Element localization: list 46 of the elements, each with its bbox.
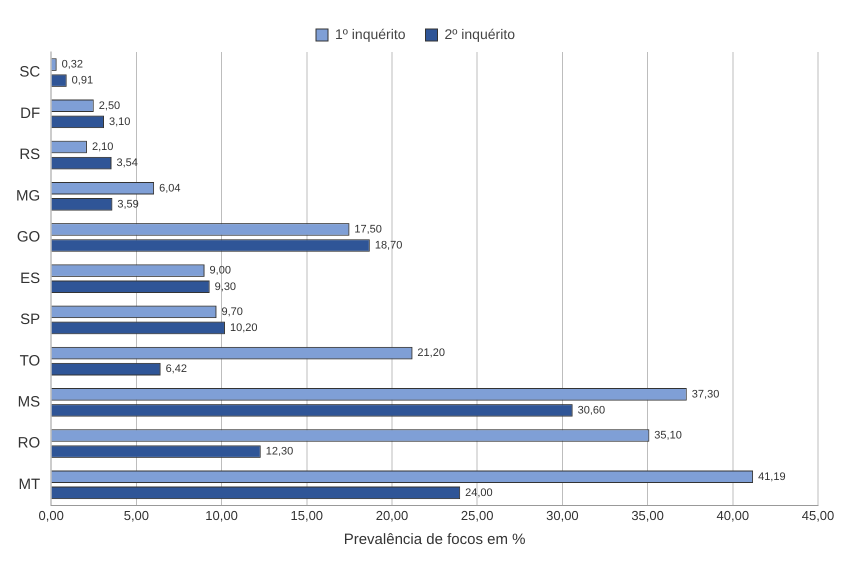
data-label: 0,32 <box>62 58 84 71</box>
data-label: 9,00 <box>210 264 231 277</box>
x-tick-label: 40,00 <box>716 508 750 523</box>
legend-label: 1º inquérito <box>335 26 406 42</box>
data-label: 9,30 <box>214 280 236 293</box>
y-tick-label: SC <box>19 64 40 81</box>
x-axis-title: Prevalência de focos em % <box>344 531 526 548</box>
y-tick-label: RO <box>18 434 40 452</box>
x-tick-label: 20,00 <box>376 508 408 523</box>
data-label: 37,30 <box>692 388 720 400</box>
data-label: 3,59 <box>117 198 139 210</box>
y-tick-label: SP <box>20 311 40 328</box>
data-label: 24,00 <box>465 486 493 499</box>
x-tick-label: 25,00 <box>460 508 494 523</box>
x-tick-label: 0,00 <box>38 508 64 523</box>
x-tick-label: 30,00 <box>546 508 579 523</box>
data-label: 12,30 <box>266 446 294 458</box>
y-tick-label: MG <box>16 187 40 204</box>
data-label: 21,20 <box>417 347 445 360</box>
data-label: 35,10 <box>654 430 682 442</box>
y-tick-label: GO <box>16 228 40 246</box>
data-label: 18,70 <box>374 240 402 252</box>
data-label: 3,54 <box>116 157 138 170</box>
y-tick-label: TO <box>20 352 40 370</box>
y-tick-label: RS <box>19 146 40 164</box>
data-label: 30,60 <box>578 404 606 416</box>
x-tick-label: 10,00 <box>205 508 238 523</box>
y-tick-label: ES <box>20 270 40 287</box>
legend-label: 2º inquérito <box>444 26 516 42</box>
x-tick-label: 35,00 <box>631 508 664 523</box>
data-label: 17,50 <box>354 223 382 236</box>
data-label: 9,70 <box>221 306 243 318</box>
data-label: 6,42 <box>166 363 187 376</box>
y-tick-label: MS <box>18 393 40 410</box>
data-label: 10,20 <box>230 322 258 334</box>
y-tick-label: DF <box>20 104 40 122</box>
data-label: 3,10 <box>108 116 130 128</box>
x-tick-label: 5,00 <box>124 508 150 523</box>
data-label: 2,10 <box>92 141 114 154</box>
data-label: 2,50 <box>98 100 120 112</box>
y-tick-label: MT <box>18 476 40 493</box>
data-label: 0,91 <box>72 74 94 87</box>
x-tick-label: 15,00 <box>290 508 324 523</box>
x-tick-label: 45,00 <box>802 508 834 523</box>
data-label: 6,04 <box>159 182 181 194</box>
data-label: 41,19 <box>758 470 786 483</box>
